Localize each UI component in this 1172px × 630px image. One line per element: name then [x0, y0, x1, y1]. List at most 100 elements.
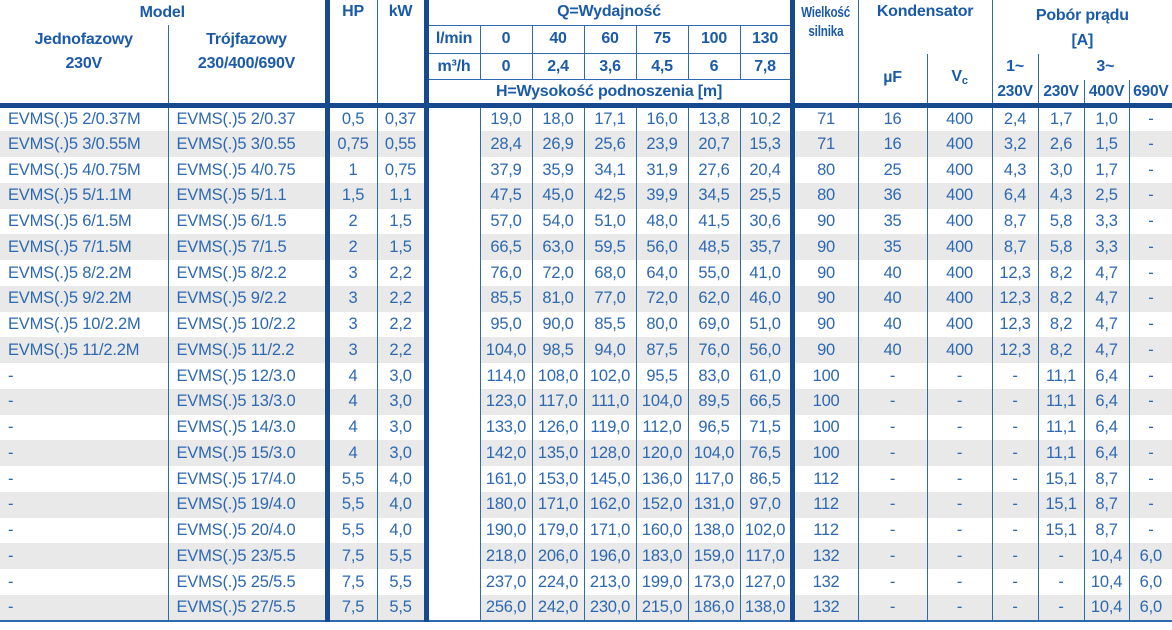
h-value-cell: 77,0: [583, 285, 637, 312]
vc-cell: -: [926, 517, 993, 544]
h-value-cell: 35,7: [739, 234, 793, 261]
unit-spacer-cell: [423, 543, 481, 570]
table-row: - EVMS(.)5 15/3.0 4 3,0 142,0 135,0 128,…: [0, 440, 1172, 467]
hp-cell: 1,5: [324, 182, 378, 209]
h-value-cell: 142,0: [479, 440, 533, 467]
unit-spacer-cell: [423, 182, 481, 209]
h-value-cell: 196,0: [583, 543, 637, 570]
amp-230v-3ph-cell: 8,2: [1037, 337, 1085, 364]
h-value-cell: 180,0: [479, 491, 533, 518]
vc-cell: 400: [926, 105, 993, 132]
hp-cell: 7,5: [324, 594, 378, 622]
model-single-phase-cell: EVMS(.)5 7/1.5M: [0, 234, 168, 261]
uf-cell: -: [857, 466, 928, 492]
amp-400v-cell: 6,4: [1083, 440, 1130, 467]
amp-690v-cell: -: [1128, 105, 1172, 132]
model-group-header: Model: [0, 0, 328, 25]
unit-spacer-cell: [423, 569, 481, 595]
model-single-phase-cell: -: [0, 543, 168, 570]
amp-230v-3ph-cell: -: [1037, 543, 1085, 570]
kw-cell: 4,0: [376, 491, 427, 518]
unit-spacer-cell: [423, 414, 481, 441]
model-single-phase-cell: -: [8, 572, 14, 591]
amp-690v-cell: 6,0: [1128, 543, 1172, 570]
uf-cell: 16: [857, 105, 928, 132]
current-group-line1: Pobór prądu: [1035, 7, 1129, 24]
h-value-cell: 68,0: [583, 260, 637, 286]
vc-cell: 400: [926, 131, 993, 158]
h-value-cell: 120,0: [635, 440, 689, 467]
motor-size-cell: 90: [789, 234, 859, 261]
vc-cell: -: [926, 466, 993, 492]
h-value-cell: 30,6: [739, 208, 793, 235]
table-row: - EVMS(.)5 12/3.0 4 3,0 114,0 108,0 102,…: [0, 363, 1172, 389]
uf-cell: 16: [857, 131, 928, 158]
hp-cell: 1: [324, 157, 378, 183]
vc-cell: 400: [926, 234, 993, 261]
amp-230v-1ph-cell: -: [991, 388, 1039, 415]
h-value-cell: 54,0: [531, 208, 585, 235]
h-value-cell: 64,0: [635, 260, 689, 286]
unit-spacer-cell: [423, 517, 481, 544]
uf-cell: -: [857, 440, 928, 467]
h-value-cell: 35,9: [531, 157, 585, 183]
amp-400v-cell: 8,7: [1083, 517, 1130, 544]
volt-col-header: 230V: [1037, 79, 1085, 109]
model-single-phase-cell: EVMS(.)5 5/1.1M: [0, 182, 168, 209]
amp-400v-cell: 4,7: [1083, 311, 1130, 338]
uf-cell: -: [857, 363, 928, 389]
h-value-cell: 171,0: [531, 491, 585, 518]
h-value-cell: 179,0: [531, 517, 585, 544]
amp-690v-cell: -: [1128, 182, 1172, 209]
model-single-phase-cell: -: [0, 440, 168, 467]
model-three-phase-cell: EVMS(.)5 3/0.55: [167, 131, 328, 158]
model-three-phase-cell: EVMS(.)5 25/5.5: [167, 569, 328, 595]
vc-main: V: [951, 68, 962, 86]
amp-230v-3ph-cell: 5,8: [1037, 234, 1085, 261]
h-value-cell: 17,1: [583, 105, 637, 132]
amp-230v-1ph-cell: 4,3: [991, 157, 1039, 183]
motor-size-cell: 112: [789, 517, 859, 544]
hp-cell: 4: [324, 414, 378, 441]
amp-400v-cell: 2,5: [1083, 182, 1130, 209]
amp-690v-cell: -: [1128, 131, 1172, 158]
amp-400v-cell: 10,4: [1083, 569, 1130, 595]
h-value-cell: 98,5: [531, 337, 585, 364]
h-value-cell: 136,0: [635, 466, 689, 492]
model-spacer: [167, 79, 328, 109]
amp-230v-1ph-cell: -: [991, 491, 1039, 518]
model-single-phase-cell: EVMS(.)5 4/0.75M: [8, 160, 141, 179]
motor-size-cell: 80: [789, 157, 859, 183]
table-row: EVMS(.)5 2/0.37M EVMS(.)5 2/0.37 0,5 0,3…: [0, 105, 1172, 132]
m3h-value: 4,5: [635, 53, 689, 81]
amp-230v-1ph-cell: 12,3: [991, 285, 1039, 312]
amp-400v-cell: 3,3: [1083, 208, 1130, 235]
amp-230v-1ph-cell: -: [991, 414, 1039, 441]
table-body: EVMS(.)5 2/0.37M EVMS(.)5 2/0.37 0,5 0,3…: [0, 105, 1172, 622]
h-value-cell: 218,0: [479, 543, 533, 570]
h-value-cell: 45,0: [531, 182, 585, 209]
hp-cell: 2: [324, 208, 378, 235]
table-row: - EVMS(.)5 27/5.5 7,5 5,5 256,0 242,0 23…: [0, 594, 1172, 622]
three-phase-label: Trójfazowy: [206, 30, 287, 48]
unit-spacer-cell: [423, 105, 481, 132]
vc-cell: -: [926, 363, 993, 389]
phase3-header: 3~: [1037, 53, 1172, 80]
h-value-cell: 127,0: [739, 569, 793, 595]
h-value-cell: 95,5: [635, 363, 689, 389]
uf-cell: -: [857, 594, 928, 622]
uf-cell: 40: [857, 311, 928, 338]
h-value-cell: 104,0: [479, 337, 533, 364]
h-value-cell: 46,0: [739, 285, 793, 312]
vc-sub: c: [961, 75, 968, 88]
amp-230v-3ph-cell: 4,3: [1037, 182, 1085, 209]
h-value-cell: 152,0: [635, 491, 689, 518]
amp-690v-cell: -: [1128, 414, 1172, 441]
amp-690v-cell: -: [1128, 466, 1172, 492]
amp-690v-cell: -: [1128, 491, 1172, 518]
h-value-cell: 48,5: [687, 234, 741, 261]
h-value-cell: 126,0: [531, 414, 585, 441]
kw-cell: 1,5: [376, 208, 427, 235]
single-phase-header: Jednofazowy 230V: [0, 25, 168, 80]
model-single-phase-cell: -: [8, 418, 14, 437]
